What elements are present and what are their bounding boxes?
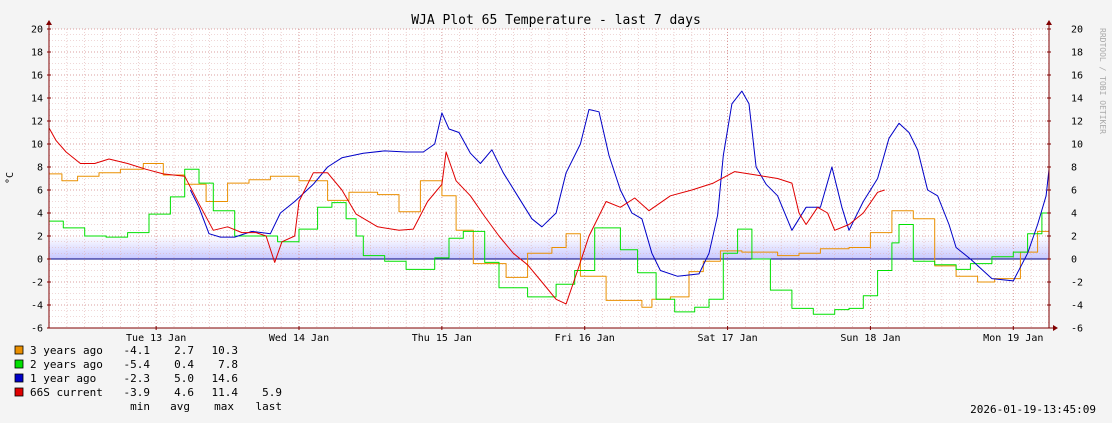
right-y-axis-arrow [1046, 20, 1052, 25]
legend-min: -5.4 [124, 358, 151, 371]
y-tick-label: 14 [31, 94, 43, 105]
y-axis-arrow [46, 20, 52, 25]
x-tick-label: Tue 13 Jan [126, 333, 186, 344]
legend-max: 7.8 [218, 358, 238, 371]
y-tick-label-right: -2 [1071, 278, 1083, 289]
legend-name: 3 years ago [30, 344, 103, 357]
y-tick-label-right: 8 [1071, 163, 1077, 174]
y-tick-label: 10 [31, 140, 43, 151]
legend: 3 years ago -4.1 2.7 10.3 2 years ago -5.4 0.4… [14, 344, 283, 413]
x-tick-label: Mon 19 Jan [983, 333, 1043, 344]
legend-name: 2 years ago [30, 358, 103, 371]
y-tick-label: 0 [37, 255, 43, 266]
y-tick-label-right: 16 [1071, 71, 1083, 82]
y-tick-label-right: 20 [1071, 25, 1083, 36]
y-tick-label-right: 4 [1071, 209, 1077, 220]
series-line-three_years [49, 163, 1050, 308]
legend-swatch-three_years [14, 345, 24, 355]
legend-avg: 4.6 [174, 386, 194, 399]
y-tick-label-right: -6 [1071, 324, 1083, 335]
x-tick-label: Sat 17 Jan [697, 333, 757, 344]
y-tick-label: -4 [31, 301, 43, 312]
y-tick-label-right: 12 [1071, 117, 1083, 128]
y-axis-label: °C [5, 172, 16, 184]
y-tick-label-right: 18 [1071, 48, 1083, 59]
y-tick-label: 2 [37, 232, 43, 243]
plot-area: -6 -6 -4 -4 -2 -2 0 0 2 2 4 4 6 6 8 8 10 10 12 12 14 14 16 16 18… [31, 20, 1083, 344]
y-tick-label-right: 0 [1071, 255, 1077, 266]
legend-avg: 2.7 [174, 344, 194, 357]
y-tick-label: 16 [31, 71, 43, 82]
x-tick-label: Wed 14 Jan [269, 333, 329, 344]
legend-min: -4.1 [124, 344, 151, 357]
legend-header-avg: avg [170, 400, 190, 413]
x-axis-arrow [1053, 325, 1058, 331]
legend-swatch-one_year [14, 373, 24, 383]
legend-max: 14.6 [212, 372, 239, 385]
timestamp: 2026-01-19-13:45:09 [970, 403, 1096, 416]
legend-avg: 0.4 [174, 358, 194, 371]
y-tick-label-right: 6 [1071, 186, 1077, 197]
y-tick-label-right: -4 [1071, 301, 1083, 312]
y-tick-label-right: 2 [1071, 232, 1077, 243]
y-tick-label: -6 [31, 324, 43, 335]
legend-min: -2.3 [124, 372, 151, 385]
legend-name: 66S current [30, 386, 103, 399]
series-line-two_years [49, 168, 1050, 315]
legend-swatch-two_years [14, 359, 24, 369]
legend-last: 5.9 [262, 386, 282, 399]
x-tick-label: Thu 15 Jan [412, 333, 472, 344]
legend-min: -3.9 [124, 386, 151, 399]
y-tick-label: 18 [31, 48, 43, 59]
y-tick-label-right: 10 [1071, 140, 1083, 151]
y-tick-label: 12 [31, 117, 43, 128]
legend-name: 1 year ago [30, 372, 96, 385]
legend-swatch-current [14, 387, 24, 397]
y-tick-label: 20 [31, 25, 43, 36]
legend-avg: 5.0 [174, 372, 194, 385]
legend-header-last: last [256, 400, 283, 413]
x-tick-label: Fri 16 Jan [555, 333, 615, 344]
y-tick-label: -2 [31, 278, 43, 289]
legend-header-min: min [130, 400, 150, 413]
legend-max: 10.3 [212, 344, 239, 357]
series-line-current [48, 127, 885, 305]
series-line-one_year [189, 90, 1050, 282]
rrdtool-credit: RRDTOOL / TOBI OETIKER [1098, 28, 1107, 134]
y-tick-label-right: 14 [1071, 94, 1083, 105]
y-tick-label: 4 [37, 209, 43, 220]
chart-title: WJA Plot 65 Temperature - last 7 days [411, 13, 701, 28]
y-tick-label: 8 [37, 163, 43, 174]
y-tick-label: 6 [37, 186, 43, 197]
x-tick-label: Sun 18 Jan [840, 333, 900, 344]
legend-header-max: max [214, 400, 234, 413]
legend-max: 11.4 [212, 386, 239, 399]
